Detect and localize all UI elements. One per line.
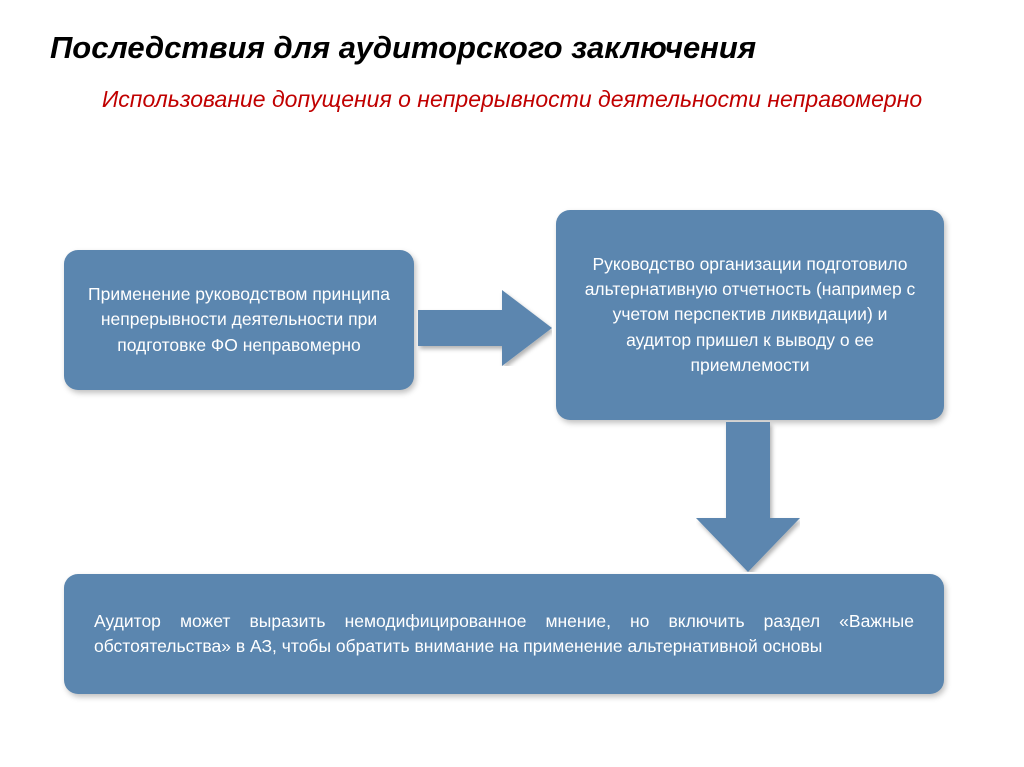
node-left: Применение руководством принципа непреры… [64, 250, 414, 390]
page-title: Последствия для аудиторского заключения [0, 0, 1024, 66]
arrow-down-icon [696, 422, 800, 572]
page-subtitle: Использование допущения о непрерывности … [0, 66, 1024, 115]
node-bottom: Аудитор может выразить немодифицированно… [64, 574, 944, 694]
node-right-text: Руководство организации подготовило альт… [580, 252, 920, 379]
arrow-right-icon [418, 290, 552, 366]
node-bottom-text: Аудитор может выразить немодифицированно… [94, 609, 914, 660]
node-right: Руководство организации подготовило альт… [556, 210, 944, 420]
node-left-text: Применение руководством принципа непреры… [88, 282, 390, 358]
